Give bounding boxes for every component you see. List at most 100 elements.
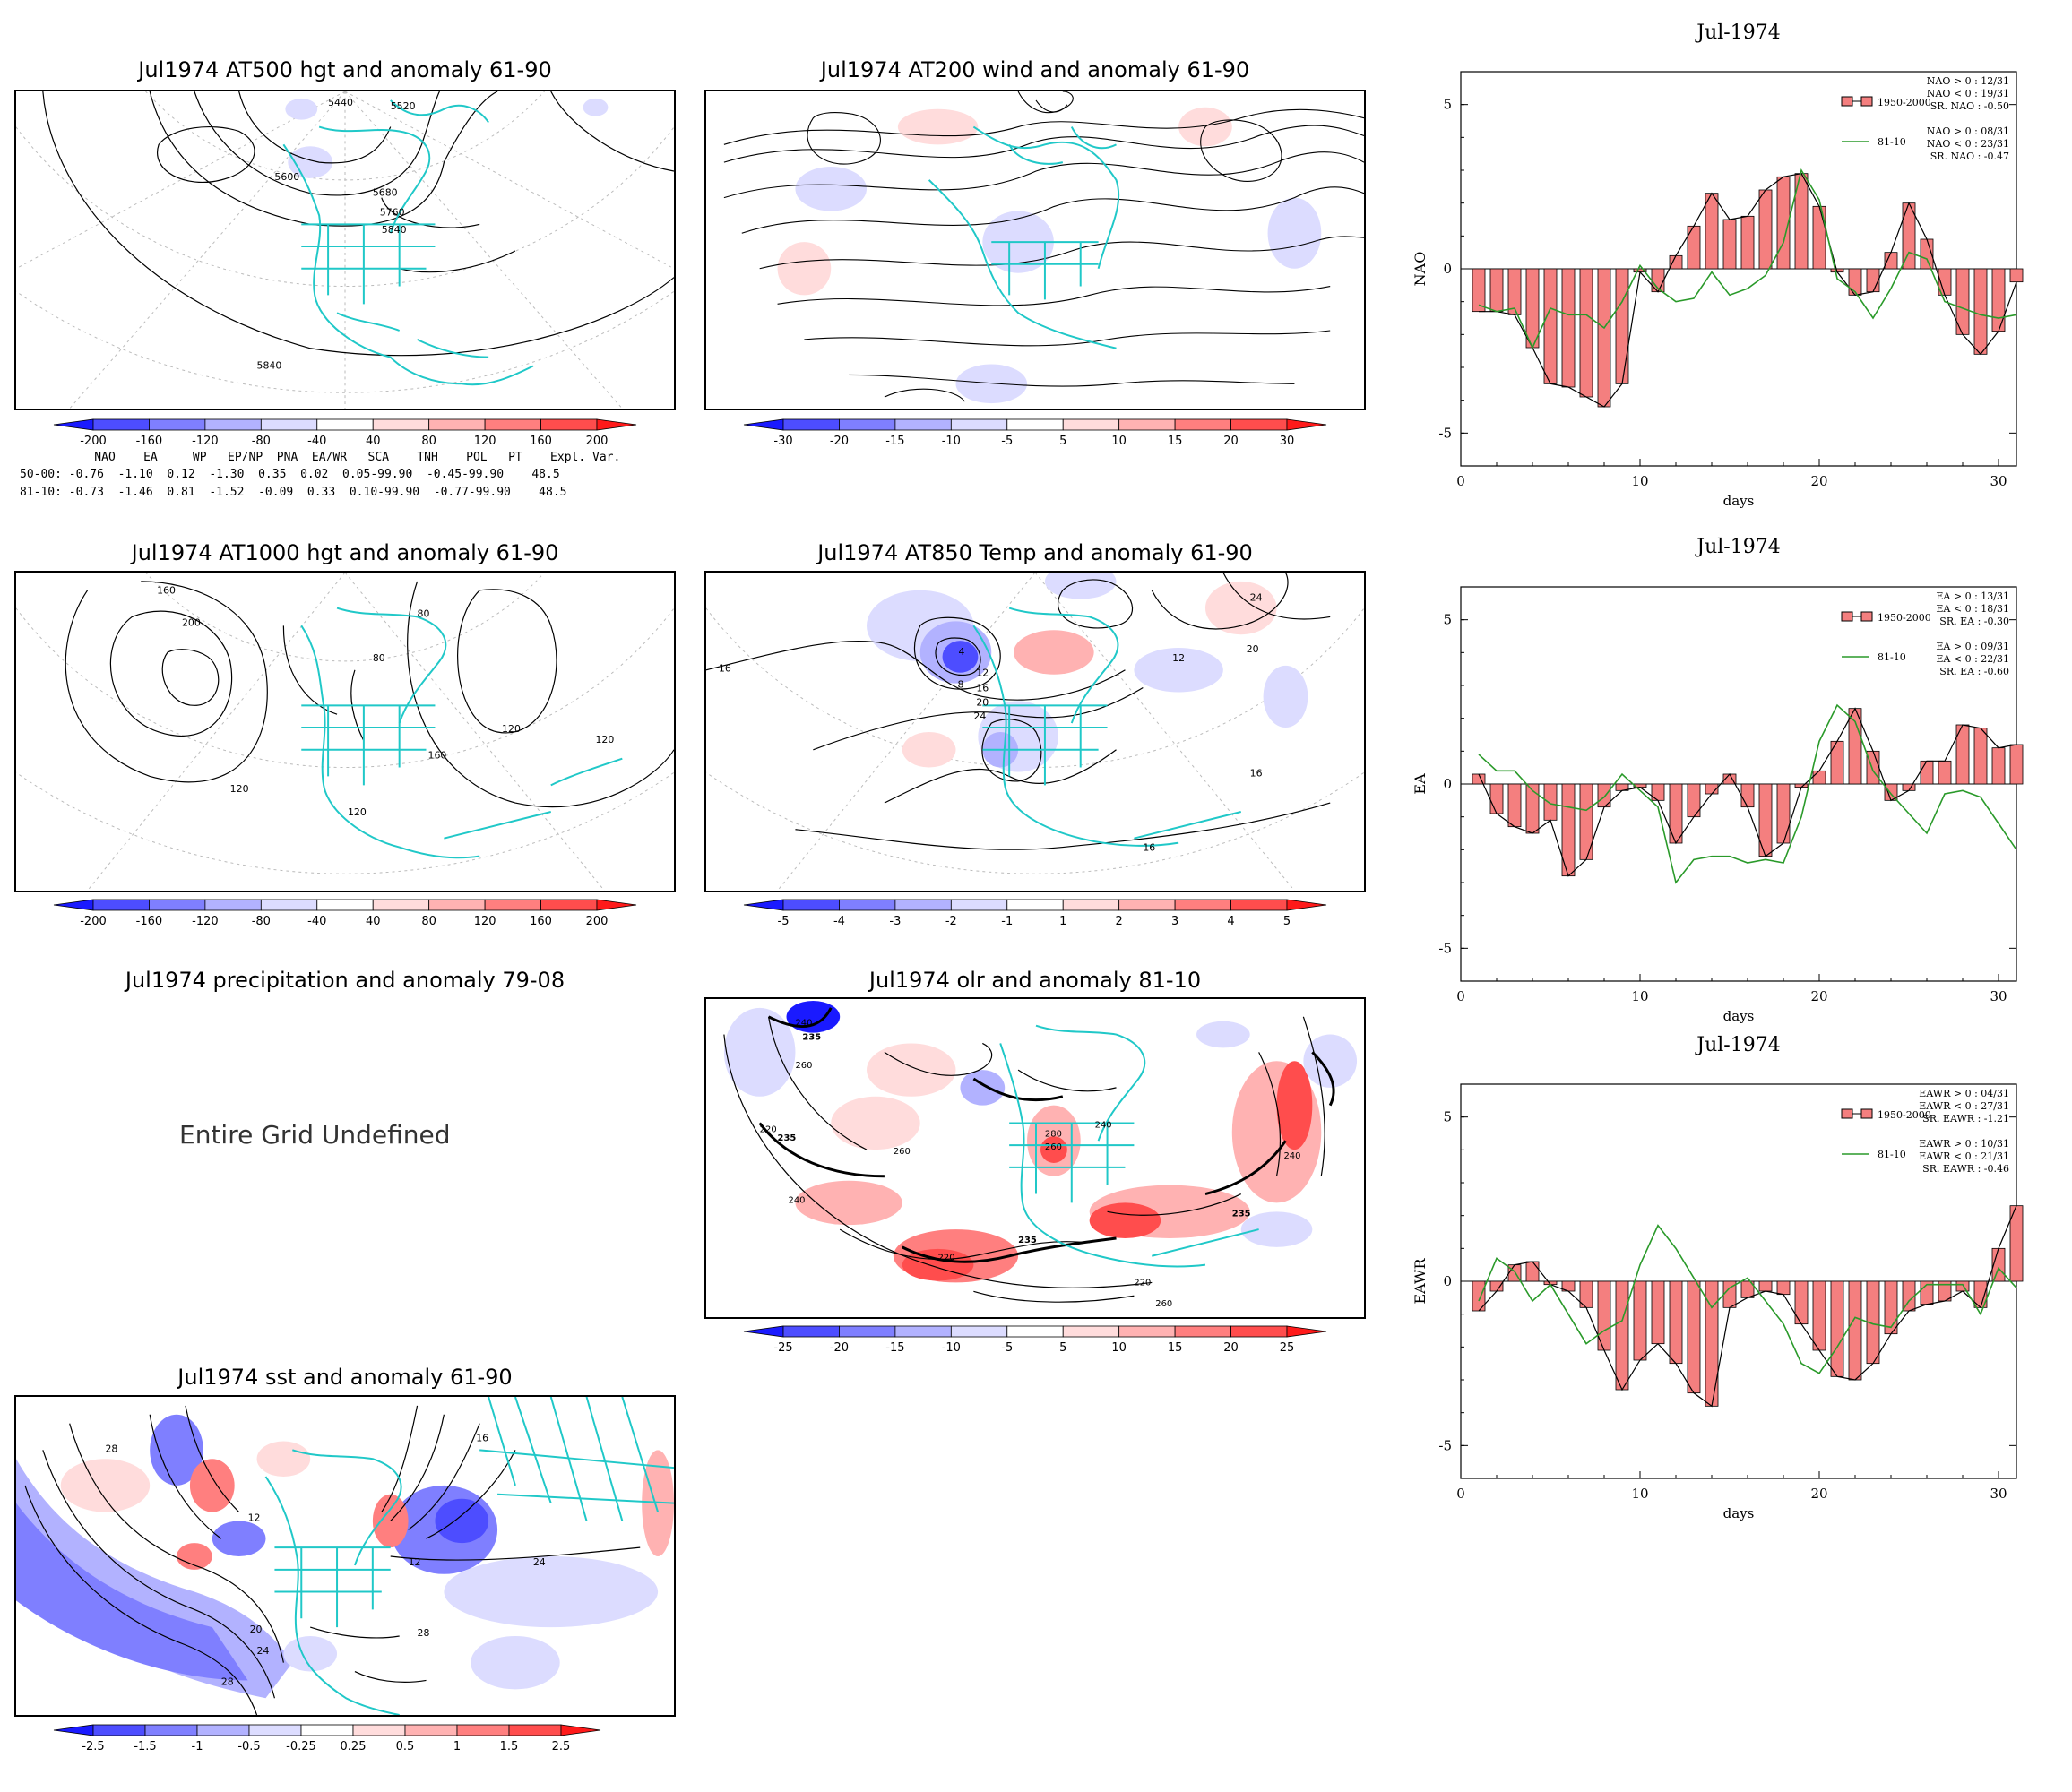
bar: [1669, 254, 1683, 270]
map-title-sst: Jul1974 sst and anomaly 61-90: [177, 1365, 513, 1390]
colorbar-swatch: [894, 418, 952, 431]
anomaly-patches: [285, 98, 609, 178]
map-at500: 5440 5520 5600 5680 5760 5840 5840: [14, 90, 676, 410]
colorbar-swatch: [743, 418, 784, 431]
y-tick-label: 0: [1443, 261, 1452, 277]
contour-label: 235: [802, 1033, 821, 1043]
colorbar-swatch: [1006, 899, 1064, 911]
legend-bar-label: 1950-2000: [1878, 1109, 1931, 1121]
colorbar-swatch: [196, 1724, 250, 1736]
coastlines: [282, 99, 534, 386]
legend-line-label: 81-10: [1878, 136, 1906, 148]
bar: [1920, 760, 1934, 785]
contour-label: 120: [230, 783, 249, 795]
bar: [1973, 268, 1988, 355]
colorbar-tick-label: 200: [586, 915, 609, 928]
colorbar-swatch: [372, 418, 430, 431]
colorbar-swatch: [1174, 899, 1231, 911]
legend-bar-stat: NAO < 0 : 19/31: [1927, 88, 2009, 99]
colorbar-swatch: [950, 418, 1008, 431]
colorbar-tick-label: 40: [366, 915, 381, 928]
colorbar-swatch: [260, 899, 318, 911]
bar: [1489, 783, 1504, 814]
contour-label: 280: [1045, 1129, 1062, 1139]
bar: [1543, 268, 1558, 384]
x-tick-label: 20: [1810, 1486, 1827, 1502]
graticule: [16, 91, 674, 409]
colorbar-swatch: [596, 899, 637, 911]
height-contours: [42, 91, 674, 357]
map-title-at1000: Jul1974 AT1000 hgt and anomaly 61-90: [131, 540, 559, 565]
legend-bar-stat: EAWR > 0 : 04/31: [1919, 1088, 2009, 1099]
contour-label: 80: [373, 652, 385, 664]
coastlines: [264, 1397, 674, 1715]
colorbar-swatch: [1118, 418, 1176, 431]
contour-label: 12: [409, 1556, 421, 1568]
contour-label: 24: [973, 711, 986, 722]
colorbar-swatch: [839, 1325, 896, 1338]
legend-line-stat: EA < 0 : 22/31: [1936, 653, 2009, 665]
colorbar-tick-label: 1.5: [500, 1740, 519, 1753]
y-tick-label: -5: [1438, 940, 1452, 956]
colorbar-tick-label: 10: [1111, 1341, 1127, 1355]
contour-label: 260: [894, 1147, 911, 1157]
colorbar-swatch: [1286, 1325, 1327, 1338]
contour-label: 20: [1247, 643, 1259, 655]
colorbar-tick-label: -40: [307, 435, 326, 448]
contour-label: 5760: [380, 206, 405, 218]
map-at200-svg: [723, 91, 1364, 404]
bar: [1812, 205, 1826, 270]
bar: [1991, 1247, 2006, 1282]
colorbar-svg: -200 -160 -120 -80 -40 40 80 120 160 200: [53, 899, 637, 928]
y-tick-label: -5: [1438, 425, 1452, 441]
contour-label: 4: [958, 646, 964, 658]
colorbar-tick-label: -4: [833, 915, 845, 928]
bar: [1740, 783, 1755, 808]
colorbar-tick-label: -2.5: [82, 1740, 104, 1753]
colorbar-tick-label: 5: [1059, 1341, 1066, 1355]
colorbar-swatch: [950, 899, 1008, 911]
colorbar-tick-label: -2: [945, 915, 957, 928]
colorbar-tick-label: -160: [136, 915, 163, 928]
olr-thick-contours: [758, 1007, 1335, 1263]
contour-label: 16: [719, 663, 731, 675]
colorbar-tick-label: -10: [942, 435, 961, 448]
colorbar-tick-label: 0.5: [396, 1740, 415, 1753]
ts-title-nao: Jul-1974: [1696, 22, 1781, 44]
colorbar-swatch: [428, 899, 486, 911]
colorbar-tick-label: -15: [885, 435, 904, 448]
colorbar-sst: -2.5 -1.5 -1 -0.5 -0.25 0.25 0.5 1 1.5 2.5: [53, 1724, 601, 1764]
contour-label: 160: [157, 585, 176, 597]
coastlines: [928, 125, 1120, 349]
legend-bar-label: 1950-2000: [1878, 97, 1931, 108]
colorbar-tick-label: 5: [1283, 915, 1291, 928]
bar: [2009, 268, 2024, 283]
bar: [1955, 1280, 1970, 1292]
x-tick-label: 30: [1990, 1486, 2007, 1502]
x-tick-label: 20: [1810, 988, 1827, 1004]
colorbar-tick-label: 160: [530, 915, 552, 928]
colorbar-swatch: [204, 418, 262, 431]
y-tick-label: 5: [1443, 612, 1452, 628]
colorbar-tick-label: -25: [773, 1341, 792, 1355]
contour-label: 16: [1250, 767, 1263, 779]
colorbar-swatch: [484, 899, 541, 911]
colorbar-swatch: [540, 899, 598, 911]
bar: [1991, 747, 2006, 785]
contour-label: 235: [778, 1133, 797, 1143]
series-line-8110: [1478, 1224, 2017, 1374]
colorbar-svg: -5 -4 -3 -2 -1 1 2 3 4 5: [743, 899, 1327, 928]
colorbar-tick-label: 4: [1227, 915, 1234, 928]
series-line-8110: [1478, 703, 2017, 884]
colorbar-swatch: [1062, 418, 1120, 431]
colorbar-swatch: [1230, 899, 1288, 911]
colorbar-at500: -200 -160 -120 -80 -40 40 80 120 160 200: [53, 418, 637, 459]
colorbar-swatch: [1062, 1325, 1120, 1338]
contour-label: 24: [257, 1645, 270, 1657]
contour-label: 260: [1155, 1299, 1172, 1309]
colorbar-swatch: [782, 418, 840, 431]
map-title-at500: Jul1974 AT500 hgt and anomaly 61-90: [138, 57, 552, 82]
colorbar-tick-label: -200: [80, 915, 107, 928]
colorbar-swatch: [540, 418, 598, 431]
